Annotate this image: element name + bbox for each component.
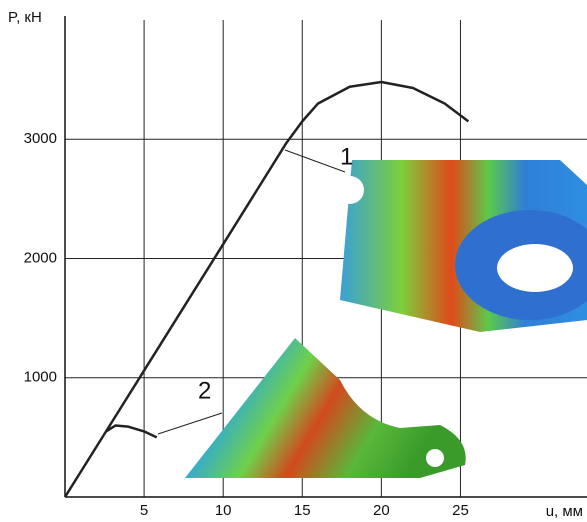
x-tick-label: 10 [215,502,232,519]
annotation: 2 [198,377,211,404]
x-tick-label: 15 [294,502,311,519]
x-axis-label: u, мм [546,503,583,520]
y-axis-label: P, кН [8,9,42,26]
y-tick-label: 2000 [24,249,57,266]
y-tick-label: 1000 [24,369,57,386]
x-tick-label: 25 [452,502,469,519]
annotation: 1 [340,143,353,170]
leader-line [158,413,222,434]
y-tick-label: 3000 [24,130,57,147]
x-tick-label: 20 [373,502,390,519]
x-tick-label: 5 [140,502,148,519]
fem-image-1 [336,160,587,332]
leader-line [285,150,345,172]
chart: P, кН u, мм 5 10 15 20 25 1000 2000 3000 1 2 [0,0,587,522]
data-line [106,425,157,437]
fem-image-2 [185,338,466,478]
